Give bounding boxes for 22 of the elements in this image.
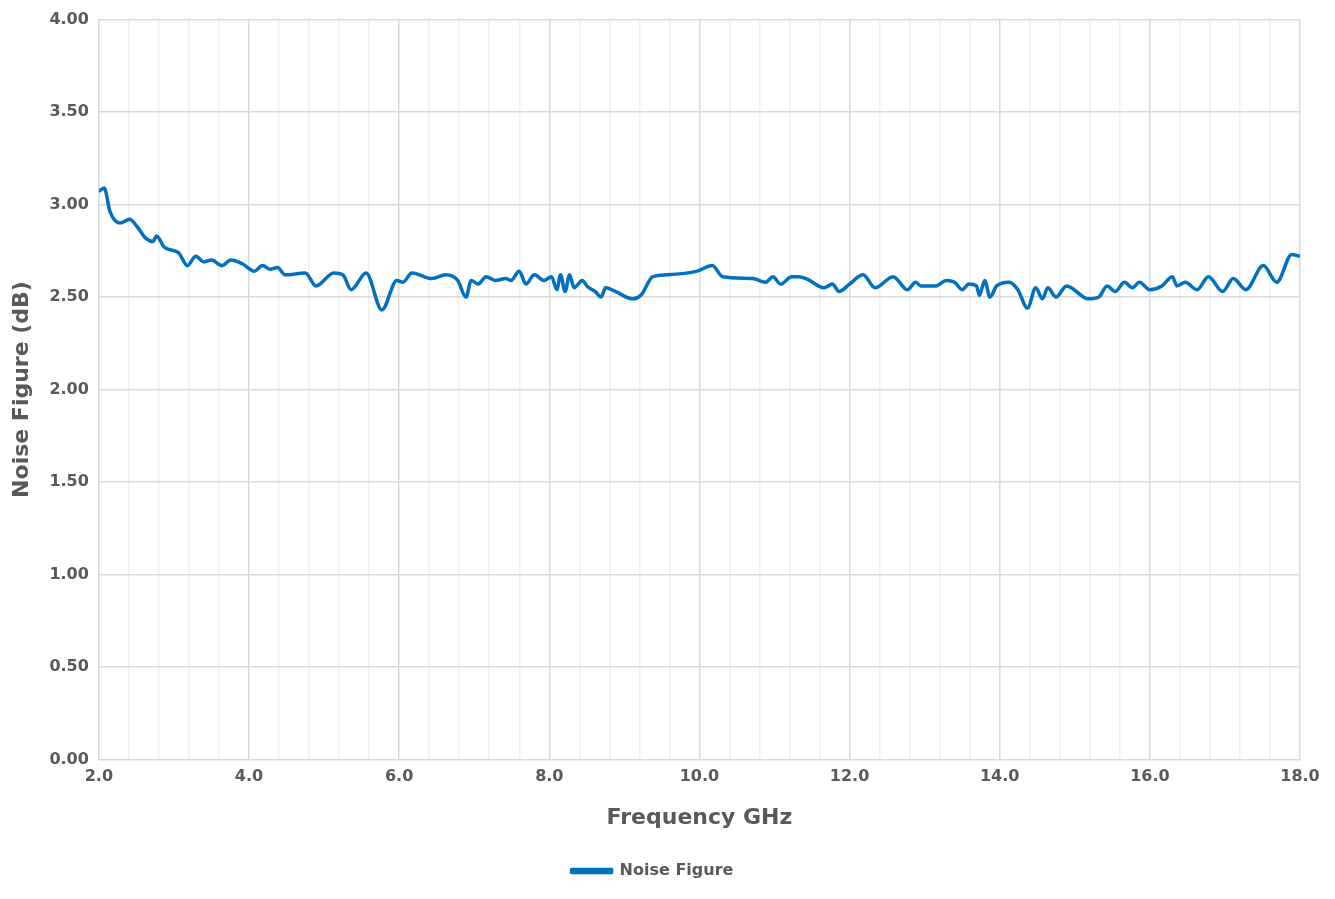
line-series: [98, 186, 1300, 312]
y-tick-label: 1.50: [49, 471, 89, 491]
y-tick-label: 4.00: [49, 8, 89, 28]
x-tick-label: 16.0: [1130, 766, 1170, 786]
x-tick-label: 14.0: [979, 766, 1020, 786]
x-tick-label: 18.0: [1280, 766, 1320, 786]
y-axis-title: Noise Figure (dB): [7, 281, 33, 498]
y-tick-label: 3.50: [49, 101, 89, 121]
y-tick-label: 0.00: [49, 748, 89, 768]
x-tick-label: 6.0: [384, 766, 414, 786]
y-tick-label: 0.50: [49, 656, 89, 676]
x-axis-title: Frequency GHz: [606, 803, 793, 829]
y-tick-label: 2.00: [49, 378, 89, 398]
x-tick-label: 2.0: [84, 766, 114, 786]
x-tick-label: 8.0: [535, 766, 564, 786]
y-tick-label: 2.50: [49, 286, 89, 306]
legend-label: Noise Figure: [619, 860, 734, 880]
x-tick-label: 12.0: [829, 766, 870, 786]
x-tick-label: 10.0: [679, 766, 720, 786]
y-tick-label: 1.00: [49, 563, 89, 583]
y-tick-label: 3.00: [49, 193, 89, 213]
x-tick-label: 4.0: [234, 766, 264, 786]
